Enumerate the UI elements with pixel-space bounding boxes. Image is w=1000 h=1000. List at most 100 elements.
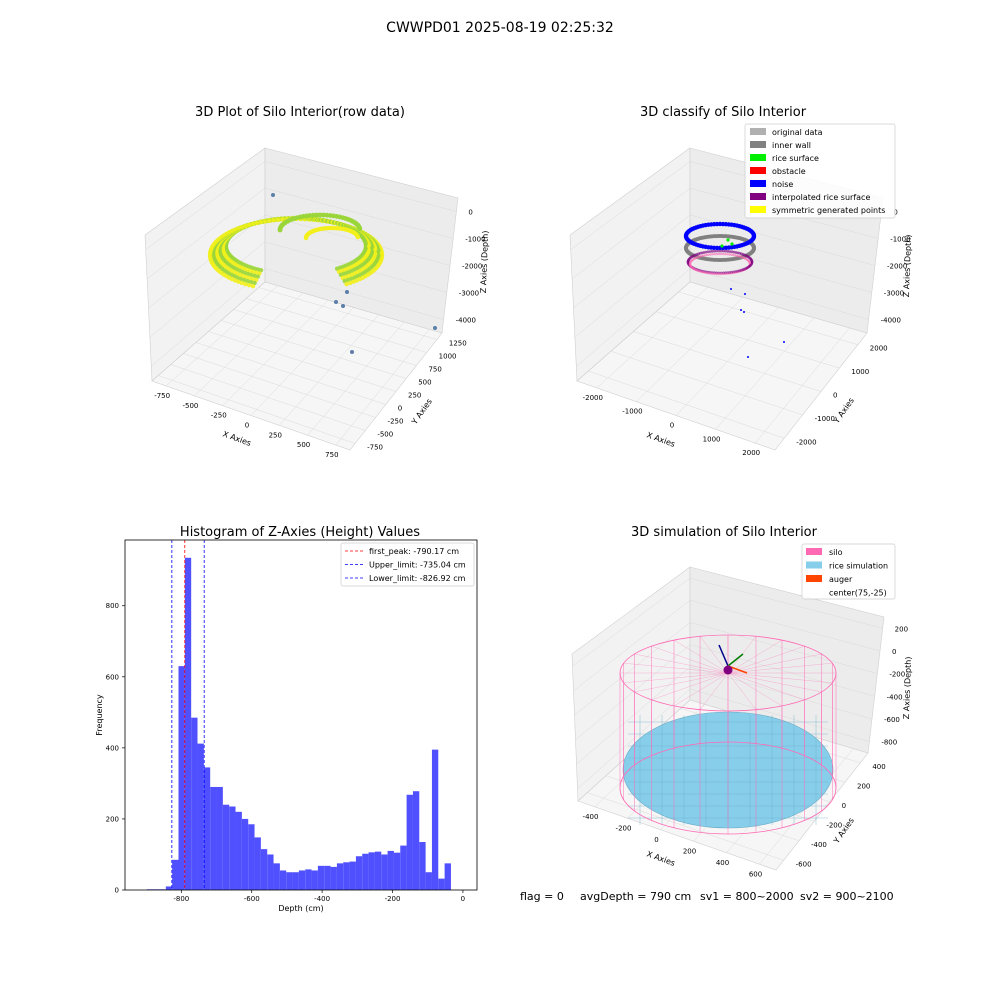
classify-y-gridline: [633, 331, 822, 392]
raw-ring-point: [280, 217, 285, 222]
raw-y-gridline: [233, 309, 417, 366]
raw-outlier-point: [341, 304, 345, 308]
silo-roof-line: [727, 672, 833, 684]
histogram-bar: [311, 870, 318, 890]
histogram-bar: [229, 806, 236, 890]
simulation-legend-label: silo: [829, 548, 843, 557]
silo-roof-line: [727, 672, 757, 710]
silo-roof-line: [623, 672, 729, 684]
simulation-z-gridline: [689, 577, 883, 629]
histogram-bar: [355, 856, 363, 890]
raw-x-tick-label: 250: [269, 431, 282, 439]
simulation-z-tick-label: -200: [889, 671, 905, 679]
raw-y-tick-label: 250: [408, 392, 421, 400]
histogram-bar: [292, 872, 299, 890]
classify-legend-swatch: [750, 193, 766, 200]
simulation-model: [619, 634, 837, 835]
classify-legend-label: original data: [772, 128, 823, 137]
classify-legend-label: rice surface: [772, 154, 819, 163]
raw-tick-labels: -750 -500 -250 0 250 500 750 -750 -500 -250 0 250 50…: [154, 209, 485, 460]
histogram-bar: [362, 853, 369, 890]
raw-y-tick-label: -250: [388, 418, 404, 426]
raw-y-tick-label: 0: [398, 405, 402, 413]
simulation-z-tick-label: -800: [881, 739, 897, 747]
histogram-bar: [406, 794, 413, 890]
simulation-y-tick-label: 200: [857, 782, 870, 790]
histogram-bar: [279, 870, 287, 890]
simulation-legend-swatch: [806, 548, 822, 555]
silo-roof-line: [727, 672, 805, 701]
classify-surface-point: [703, 254, 707, 257]
classify-interp-point: [717, 249, 721, 253]
raw-ring-point: [250, 283, 256, 289]
silo-roof-line: [634, 653, 729, 674]
raw-x-axis-label: X Axies: [221, 429, 252, 448]
raw-inner-arc-point: [314, 212, 319, 218]
classify-legend-label: obstacle: [772, 167, 806, 176]
raw-inner-arc-point: [355, 234, 361, 240]
simulation-panel-title: 3D simulation of Silo Interior: [631, 525, 818, 540]
classify-interp-point: [715, 249, 719, 253]
classify-interp-point: [719, 249, 723, 253]
classify-legend-swatch: [750, 206, 766, 213]
raw-ring-point: [250, 221, 256, 227]
classify-noise-point: [783, 341, 785, 343]
classify-surface-point: [713, 252, 716, 256]
simulation-z-tick-label: 0: [892, 648, 896, 656]
raw-ring-point: [243, 281, 248, 287]
classify-y-tick-label: 0: [833, 392, 837, 400]
histogram-bar: [210, 786, 217, 890]
classify-panel-title: 3D classify of Silo Interior: [640, 105, 807, 120]
simulation-z-gridline: [689, 600, 881, 652]
raw-inner-arc-point: [321, 212, 326, 218]
classify-legend-swatch: [750, 154, 766, 161]
histogram-bar: [412, 791, 420, 890]
raw-ring-point: [243, 223, 248, 229]
classify-surface-point: [709, 253, 712, 256]
histogram-bar: [241, 818, 249, 890]
raw-z-gridline: [264, 214, 451, 266]
raw-y-tick-label: -750: [367, 444, 383, 452]
classify-surface-point: [721, 272, 725, 276]
classify-y-gridline: [610, 351, 803, 416]
raw-z-gridline: [146, 188, 266, 279]
raw-ring-point: [262, 219, 268, 224]
simulation-x-tick-label: -400: [583, 813, 599, 821]
raw-z-tick-label: -4000: [456, 317, 476, 325]
histogram-bar: [222, 804, 230, 890]
raw-z-axis-label: Z Axies (Depth): [479, 230, 490, 293]
simulation-legend-frame: [801, 543, 896, 600]
histogram-bar: [178, 666, 185, 890]
classify-legend-label: inner wall: [772, 141, 811, 150]
histogram-bar: [248, 824, 255, 890]
simulation-x-axis-label: X Axies: [645, 849, 676, 868]
classify-surface-point: [717, 272, 721, 276]
raw-z-tick-label: -1000: [465, 236, 485, 244]
raw-y-axis-label: Y Axies: [409, 397, 434, 427]
histogram-bar: [324, 865, 331, 890]
classify-tick-labels: -2000 -1000 0 1000 2000 -2000 -1000 0 1000 2000 0 -…: [583, 209, 911, 458]
classify-x-tick-label: 0: [670, 422, 674, 430]
raw-x-tick-label: 500: [297, 441, 310, 449]
histogram-bar: [444, 863, 451, 890]
histogram-panel: Histogram of Z-Axies (Height) Values -80…: [95, 525, 478, 913]
histogram-x-tick-label: 0: [461, 895, 465, 903]
histogram-bar: [216, 786, 223, 890]
histogram-bar: [305, 869, 312, 890]
classify-surface-point: [726, 253, 729, 256]
raw-y-tick-label: -500: [377, 431, 393, 439]
raw-x-tick-label: -750: [154, 392, 170, 400]
histogram-title: Histogram of Z-Axies (Height) Values: [180, 525, 420, 540]
footer-flag: flag = 0: [520, 890, 564, 903]
classify-surface-point: [717, 252, 721, 256]
classify-interp-point: [713, 249, 716, 253]
classify-surface-point: [707, 272, 710, 275]
classify-surface-point: [748, 262, 752, 265]
classify-surface-point: [724, 252, 727, 256]
classify-rice-point: [720, 244, 724, 248]
classify-interp-point: [706, 250, 710, 254]
classify-z-gridline: [689, 268, 869, 320]
classify-legend-swatch: [750, 180, 766, 187]
histogram-x-tick-label: -400: [314, 895, 330, 903]
simulation-legend-label: rice simulation: [829, 562, 888, 571]
